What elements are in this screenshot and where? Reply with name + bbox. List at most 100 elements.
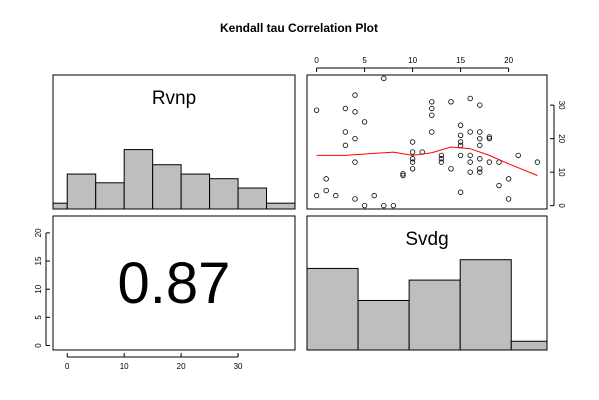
scatter-point bbox=[352, 92, 358, 98]
scatter-point bbox=[400, 171, 406, 177]
scatter-point bbox=[457, 189, 464, 195]
scatter-point bbox=[477, 135, 483, 142]
scatter-point bbox=[467, 152, 473, 159]
scatter-point bbox=[390, 202, 397, 209]
svdg-hist-bar bbox=[510, 340, 548, 351]
scatter-point bbox=[429, 112, 435, 118]
rvnp-hist-bar bbox=[209, 178, 239, 210]
scatter-point bbox=[342, 129, 349, 135]
scatter-point bbox=[323, 187, 329, 194]
scatter-point bbox=[486, 135, 493, 142]
scatter-point bbox=[409, 156, 416, 162]
panel-bottom-left bbox=[52, 215, 296, 351]
scatter-point bbox=[477, 166, 483, 172]
rvnp-hist-bar bbox=[66, 173, 97, 210]
scatter-point bbox=[381, 75, 387, 82]
rvnp-hist-bar bbox=[123, 149, 154, 210]
scatter-point bbox=[342, 142, 349, 149]
tick-label: 10 bbox=[408, 56, 417, 65]
scatter-point bbox=[477, 156, 483, 162]
panel-top-right bbox=[306, 74, 548, 210]
tick-label: 0 bbox=[65, 362, 70, 371]
scatter-point bbox=[409, 139, 416, 145]
scatter-point bbox=[448, 166, 454, 172]
tick-label: 20 bbox=[34, 228, 43, 237]
scatter-point bbox=[467, 129, 473, 135]
rvnp-hist-bar bbox=[237, 187, 268, 210]
scatter-point bbox=[477, 169, 483, 175]
scatter-point bbox=[438, 156, 445, 162]
svdg-hist-bar bbox=[459, 259, 512, 351]
tick-label: 10 bbox=[34, 284, 43, 293]
scatter-point bbox=[486, 159, 493, 165]
scatter-point bbox=[333, 192, 339, 199]
histogram-svdg bbox=[306, 259, 548, 351]
scatter-point bbox=[323, 176, 329, 182]
scatter-point bbox=[409, 159, 416, 165]
histogram-rvnp bbox=[52, 149, 296, 210]
scatter-point bbox=[313, 107, 320, 113]
scatter-point bbox=[371, 192, 377, 199]
correlation-value: 0.87 bbox=[118, 251, 231, 316]
scatter-point bbox=[457, 142, 464, 149]
scatter-point bbox=[467, 169, 473, 175]
scatter-point bbox=[515, 152, 521, 159]
tick-label: 0 bbox=[557, 203, 566, 208]
scatter-point bbox=[486, 134, 493, 140]
scatter-point bbox=[429, 129, 435, 135]
scatter-point bbox=[477, 142, 483, 149]
scatter-point bbox=[448, 99, 454, 105]
scatter-x-axis: 0 5 10 15 20 bbox=[314, 56, 514, 72]
smoother-line bbox=[316, 146, 538, 176]
rvnp-hist-bar bbox=[180, 173, 211, 210]
scatter-point bbox=[477, 102, 483, 108]
scatter-point bbox=[457, 152, 464, 159]
tick-label: 0 bbox=[34, 343, 43, 348]
svdg-hist-bar bbox=[408, 279, 461, 351]
scatter-point bbox=[352, 109, 358, 115]
scatter-point bbox=[352, 135, 358, 142]
tick-label: 20 bbox=[177, 362, 186, 371]
scatter-point bbox=[505, 196, 512, 202]
svdg-hist-bar bbox=[357, 299, 410, 351]
scatter-point bbox=[429, 99, 435, 105]
scatter-point bbox=[429, 105, 435, 112]
correlation-panel: 0 5 10 15 20 0 10 20 30 bbox=[34, 228, 243, 371]
scatter-point bbox=[477, 129, 483, 135]
rvnp-hist-bar bbox=[152, 164, 182, 210]
scatter-point bbox=[457, 122, 464, 128]
scatter-point bbox=[438, 152, 445, 159]
rvnp-hist-bar bbox=[52, 202, 68, 210]
scatter-point bbox=[409, 149, 416, 155]
tick-label: 15 bbox=[34, 256, 43, 265]
tick-label: 15 bbox=[456, 56, 465, 65]
scatter-point bbox=[438, 159, 445, 165]
scatter-point bbox=[352, 159, 358, 165]
rvnp-hist-bar bbox=[95, 182, 125, 210]
diag-label-rvnp: Rvnp bbox=[152, 88, 196, 109]
scatter-point bbox=[457, 132, 464, 138]
scatter-point bbox=[381, 202, 387, 209]
tick-label: 20 bbox=[557, 134, 566, 143]
diag-label-svdg: Svdg bbox=[405, 229, 448, 250]
tick-label: 20 bbox=[504, 56, 513, 65]
tick-label: 0 bbox=[314, 56, 319, 65]
tick-label: 5 bbox=[362, 56, 367, 65]
scatter-point bbox=[361, 119, 368, 125]
tick-label: 10 bbox=[557, 168, 566, 177]
svdg-hist-bar bbox=[306, 267, 359, 351]
scatter-point bbox=[409, 166, 416, 172]
tick-label: 30 bbox=[557, 101, 566, 110]
bottom-x-axis: 0 10 20 30 bbox=[65, 353, 243, 371]
left-y-axis: 0 5 10 15 20 bbox=[34, 228, 50, 348]
scatter-point bbox=[505, 176, 512, 182]
scatter-plot: 0 5 10 15 20 0 10 20 30 bbox=[313, 56, 566, 209]
scatter-point bbox=[496, 182, 502, 189]
tick-label: 5 bbox=[34, 315, 43, 320]
scatter-point bbox=[313, 192, 320, 199]
tick-label: 30 bbox=[234, 362, 243, 371]
scatter-y-axis: 0 10 20 30 bbox=[550, 101, 566, 208]
scatter-point bbox=[467, 159, 473, 165]
rvnp-hist-bar bbox=[266, 202, 296, 210]
